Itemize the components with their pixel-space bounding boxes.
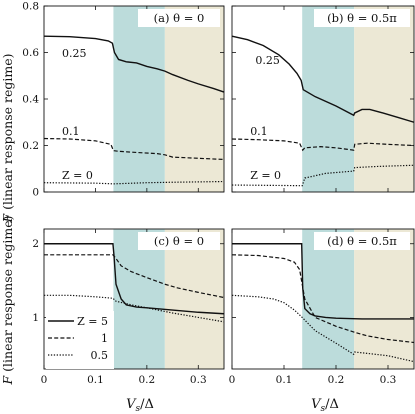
- x-axis-label-left: Vs/Δ: [126, 397, 154, 414]
- panel-d-xtick-label-2: 0.2: [328, 374, 345, 386]
- panel-a-series-2: [43, 180, 225, 185]
- panel-c-series-0: [44, 243, 225, 315]
- panel-a-ytick-label-4: 0.8: [22, 1, 39, 13]
- panel-a-curve-label-0: 0.25: [62, 47, 87, 60]
- panel-a-title: (a) θ = 0: [154, 11, 205, 25]
- panel-d-series-0: [232, 243, 414, 320]
- panel-d-title: (d) θ = 0.5π: [327, 234, 397, 248]
- panel-a-region-0: [113, 6, 165, 192]
- panel-d-series-2: [231, 294, 415, 363]
- panel-d-xtick-label-0: 0: [229, 374, 236, 386]
- panel-d-title-box: [314, 232, 410, 250]
- y-axis-label-bottom-text: (linear response regime): [0, 215, 15, 375]
- y-axis-label-top-text: (linear response regime): [0, 53, 15, 213]
- panel-b-series-0: [231, 35, 415, 123]
- panel-b-series-2: [231, 164, 415, 187]
- panel-d-region-0: [302, 229, 355, 369]
- panel-a-region-1: [164, 6, 224, 192]
- panel-d-xtick-label-3: 0.3: [380, 374, 397, 386]
- panel-c-xtick-label-3: 0.3: [190, 374, 207, 386]
- y-axis-label-top: F (linear response regime): [0, 53, 15, 223]
- panel-c-region-1: [164, 229, 224, 369]
- panel-c: 0 0.1 0.2 0.3 1 2 (c) θ = 0 Z = 5 1 0.5: [32, 228, 225, 386]
- panel-d-region-1: [354, 229, 414, 369]
- panel-b-region-1: [354, 6, 414, 192]
- panel-c-series-2: [44, 294, 225, 323]
- x-axis-label-right: Vs/Δ: [311, 397, 339, 414]
- x-axis-label-right-v: V: [311, 397, 322, 412]
- x-axis-label-left-v: V: [126, 397, 137, 412]
- panel-c-ytick-label-1: 2: [32, 238, 39, 250]
- panel-c-series-1: [44, 254, 225, 299]
- panel-b-curve-label-1: 0.1: [250, 125, 268, 138]
- panel-b-title: (b) θ = 0.5π: [327, 11, 397, 25]
- x-axis-label-right-sub: s: [320, 404, 325, 414]
- panel-c-frame: [43, 228, 225, 370]
- y-axis-label-bottom: F (linear response regime): [0, 215, 15, 385]
- panel-a-curve-label-2: Z = 0: [62, 169, 93, 182]
- panel-b-region-0: [302, 6, 355, 192]
- panel-c-legend-label-2: 0.5: [91, 349, 109, 362]
- panel-b-series-1: [231, 138, 415, 152]
- panel-c-xtick-label-0: 0: [41, 374, 48, 386]
- panel-c-ytick-label-0: 1: [32, 312, 39, 324]
- panel-b-curve-label-0: 0.25: [255, 54, 280, 67]
- panel-c-title-box: [138, 232, 220, 250]
- panel-a-ytick-label-0: 0: [32, 187, 39, 199]
- panel-a-ytick-label-2: 0.4: [22, 94, 39, 106]
- panel-a-curve-label-1: 0.1: [62, 125, 80, 138]
- panel-d-xtick-label-1: 0.1: [276, 374, 293, 386]
- panel-a-title-box: [138, 9, 220, 27]
- panel-c-title: (c) θ = 0: [154, 234, 204, 248]
- panel-d: 0 0.1 0.2 0.3 (d) θ = 0.5π: [229, 228, 415, 386]
- panel-c-legend-label-0: Z = 5: [77, 315, 108, 328]
- panel-a: 0 0.2 0.4 0.6 0.8 (a) θ = 0 0.25 0.1 Z = 0: [22, 1, 225, 199]
- x-axis-label-right-rest: /Δ: [325, 397, 339, 412]
- panel-c-xtick-label-2: 0.2: [139, 374, 156, 386]
- panel-d-series-1: [231, 254, 415, 344]
- panel-a-ytick-label-3: 0.6: [22, 47, 39, 59]
- panel-d-frame: [231, 228, 415, 370]
- panel-a-ytick-label-1: 0.2: [22, 140, 39, 152]
- y-axis-label-bottom-symbol: F: [0, 375, 15, 386]
- x-axis-label-left-rest: /Δ: [140, 397, 154, 412]
- panel-b: (b) θ = 0.5π 0.25 0.1 Z = 0: [231, 5, 415, 193]
- panel-b-title-box: [314, 9, 410, 27]
- panel-c-legend-label-1: 1: [101, 332, 108, 345]
- x-axis-label-left-sub: s: [135, 404, 140, 414]
- panel-b-curve-label-2: Z = 0: [250, 169, 281, 182]
- panel-c-xtick-label-1: 0.1: [87, 374, 104, 386]
- panel-a-series-1: [43, 137, 225, 161]
- panel-a-series-0: [43, 35, 225, 93]
- y-axis-label-top-symbol: F: [0, 213, 15, 224]
